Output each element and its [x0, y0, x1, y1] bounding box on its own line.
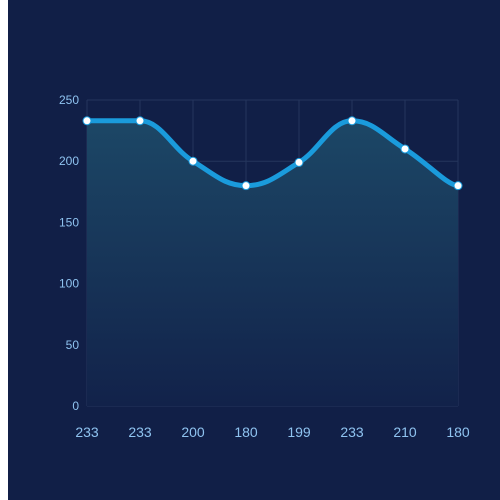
area-chart: 0 50 100 150 200 250 233 233 200 180 199 233 210 180: [59, 93, 470, 440]
data-point[interactable]: [400, 144, 410, 154]
data-point[interactable]: [188, 156, 198, 166]
x-tick-label: 180: [446, 424, 470, 440]
chart-panel: 0 50 100 150 200 250 233 233 200 180 199 233 210 180: [8, 0, 500, 500]
y-tick-label: 200: [59, 154, 79, 168]
x-tick-label: 233: [340, 424, 364, 440]
data-point[interactable]: [347, 116, 357, 126]
y-tick-label: 50: [66, 338, 80, 352]
data-point[interactable]: [453, 181, 463, 191]
y-tick-label: 250: [59, 93, 79, 107]
y-tick-label: 100: [59, 277, 79, 291]
x-tick-label: 200: [181, 424, 205, 440]
data-point[interactable]: [135, 116, 145, 126]
x-tick-label: 180: [234, 424, 258, 440]
y-axis-ticks: 0 50 100 150 200 250: [59, 93, 79, 413]
y-tick-label: 0: [72, 399, 79, 413]
data-points: [82, 116, 463, 191]
y-tick-label: 150: [59, 215, 79, 229]
x-tick-label: 233: [75, 424, 99, 440]
x-tick-label: 199: [287, 424, 311, 440]
x-axis-ticks: 233 233 200 180 199 233 210 180: [75, 424, 470, 440]
data-point[interactable]: [294, 157, 304, 167]
x-tick-label: 233: [128, 424, 152, 440]
x-tick-label: 210: [393, 424, 417, 440]
data-point[interactable]: [82, 116, 92, 126]
data-point[interactable]: [241, 181, 251, 191]
series-area: [87, 120, 458, 407]
